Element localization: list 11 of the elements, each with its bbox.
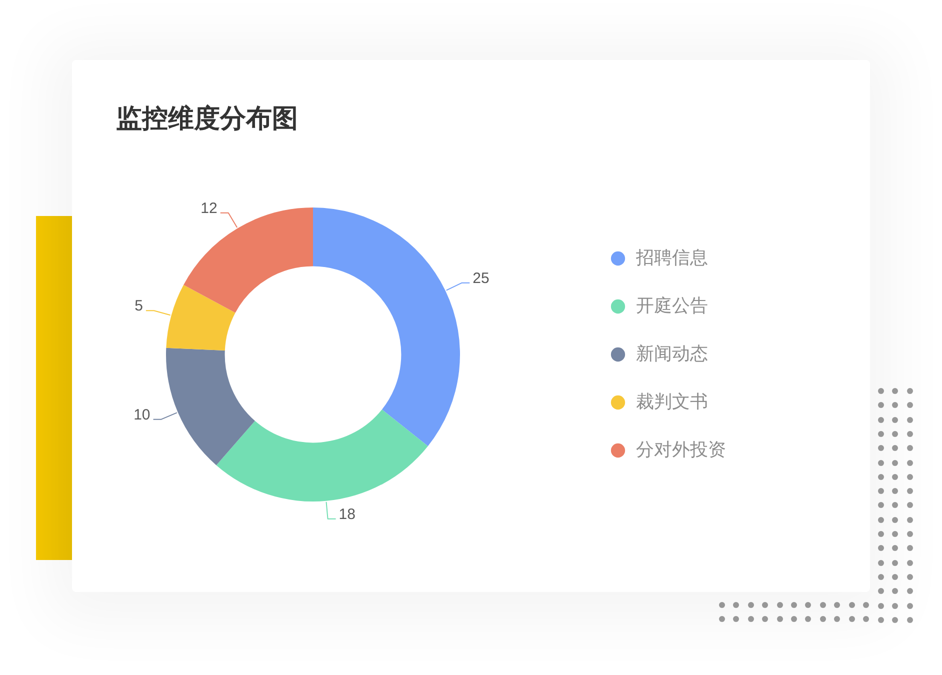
legend-label: 新闻动态 [636,343,708,364]
legend-label: 裁判文书 [636,391,708,412]
data-label: 10 [134,406,150,424]
data-label: 5 [134,298,143,315]
chart-title: 监控维度分布图 [116,102,298,135]
data-label: 12 [200,200,218,217]
data-label: 25 [472,270,490,288]
data-label: 18 [338,506,356,523]
legend-label: 开庭公告 [636,295,708,316]
legend-label: 招聘信息 [635,247,708,268]
legend-label: 分对外投资 [636,439,726,460]
